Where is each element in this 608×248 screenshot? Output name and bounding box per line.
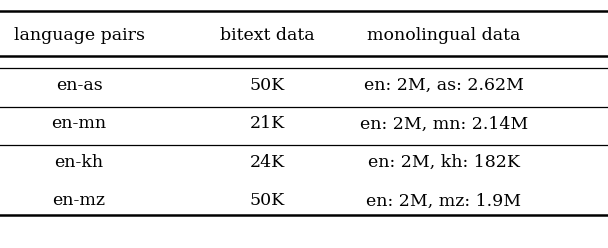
Text: en-as: en-as bbox=[56, 77, 102, 94]
Text: en: 2M, kh: 182K: en: 2M, kh: 182K bbox=[368, 154, 520, 171]
Text: 24K: 24K bbox=[250, 154, 285, 171]
Text: bitext data: bitext data bbox=[220, 28, 315, 44]
Text: monolingual data: monolingual data bbox=[367, 28, 520, 44]
Text: 21K: 21K bbox=[250, 116, 285, 132]
Text: 50K: 50K bbox=[250, 192, 285, 209]
Text: en: 2M, mz: 1.9M: en: 2M, mz: 1.9M bbox=[366, 192, 522, 209]
Text: language pairs: language pairs bbox=[13, 28, 145, 44]
Text: en-mn: en-mn bbox=[52, 116, 106, 132]
Text: en: 2M, as: 2.62M: en: 2M, as: 2.62M bbox=[364, 77, 524, 94]
Text: en: 2M, mn: 2.14M: en: 2M, mn: 2.14M bbox=[360, 116, 528, 132]
Text: en-mz: en-mz bbox=[52, 192, 106, 209]
Text: 50K: 50K bbox=[250, 77, 285, 94]
Text: en-kh: en-kh bbox=[55, 154, 103, 171]
